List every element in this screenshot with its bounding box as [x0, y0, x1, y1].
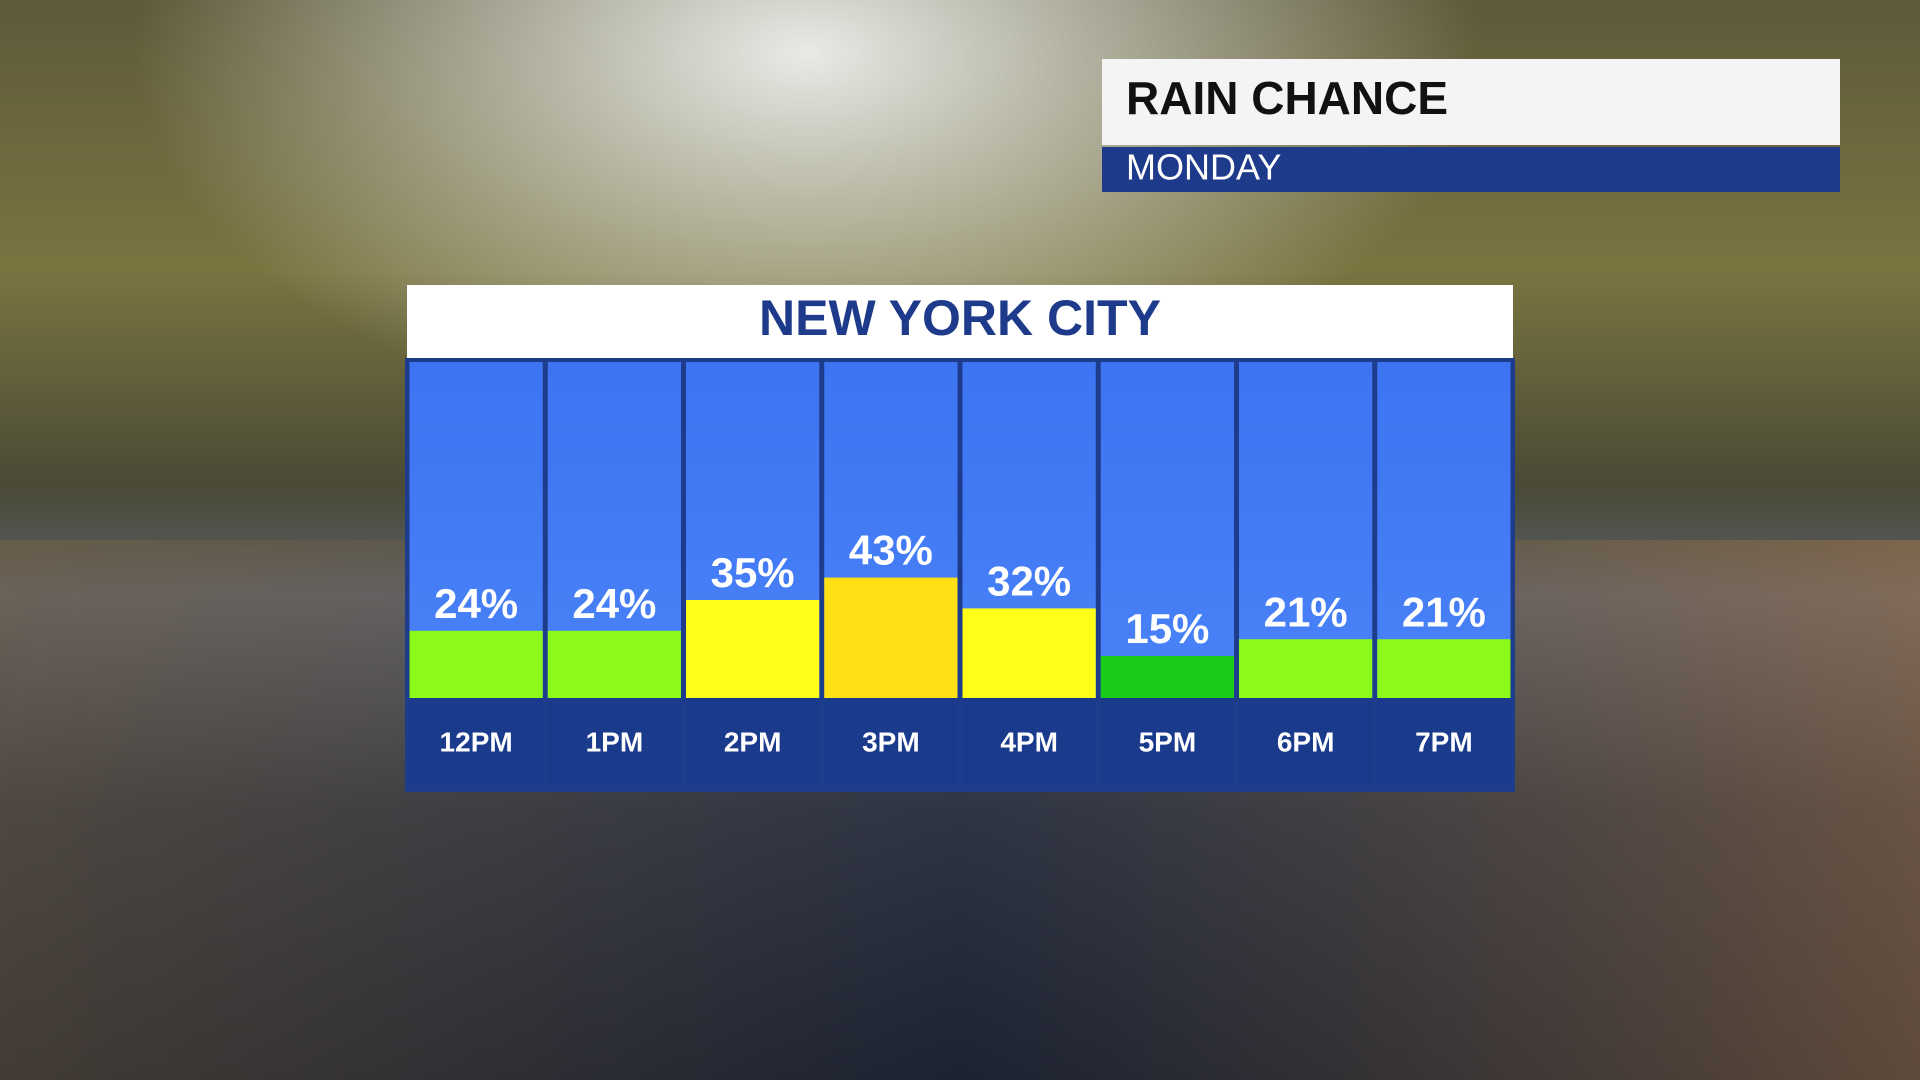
header-box: [1102, 59, 1840, 145]
value-label: 35%: [711, 549, 795, 596]
bar: [1377, 639, 1511, 698]
chart-title: NEW YORK CITY: [759, 290, 1161, 346]
label-band: [962, 698, 1096, 786]
subtitle-band: [1102, 147, 1840, 192]
label-band: [1377, 698, 1511, 786]
value-label: 43%: [849, 527, 933, 574]
x-tick-label: 4PM: [1000, 726, 1058, 757]
x-tick-label: 2PM: [724, 726, 782, 757]
chart-title-band: [407, 285, 1513, 358]
header-subtitle: MONDAY: [1126, 147, 1281, 188]
x-tick-label: 6PM: [1277, 726, 1335, 757]
x-tick-label: 5PM: [1139, 726, 1197, 757]
bar: [547, 630, 681, 698]
value-label: 24%: [572, 580, 656, 627]
label-band: [547, 698, 681, 786]
bar: [686, 600, 820, 698]
value-label: 24%: [434, 580, 518, 627]
x-tick-label: 7PM: [1415, 726, 1473, 757]
bar: [1100, 656, 1234, 698]
bar: [409, 630, 543, 698]
label-band: [1100, 698, 1234, 786]
plot: 24% 12PM 24% 1PM 35% 2PM 43% 3PM 32% 4PM 15% 5PM 21%…: [409, 362, 1511, 786]
bar: [1239, 639, 1373, 698]
label-band: [1239, 698, 1373, 786]
value-label: 21%: [1264, 588, 1348, 635]
label-band: [409, 698, 543, 786]
label-band: [686, 698, 820, 786]
header-title: RAIN CHANCE: [1126, 72, 1448, 124]
value-label: 15%: [1125, 605, 1209, 652]
x-tick-label: 3PM: [862, 726, 920, 757]
label-band: [824, 698, 958, 786]
bar: [824, 577, 958, 698]
value-label: 32%: [987, 557, 1071, 604]
x-tick-label: 12PM: [440, 726, 513, 757]
bar: [962, 608, 1096, 698]
value-label: 21%: [1402, 588, 1486, 635]
column: [1100, 362, 1234, 698]
x-tick-label: 1PM: [586, 726, 644, 757]
